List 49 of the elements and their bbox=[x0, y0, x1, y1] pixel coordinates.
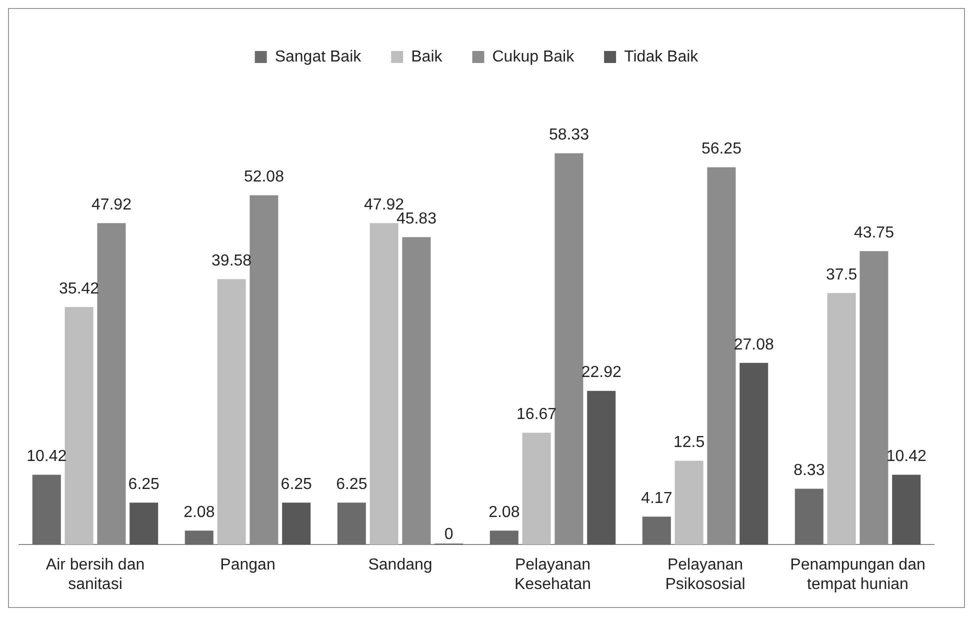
bar bbox=[184, 530, 214, 545]
data-label: 6.25 bbox=[280, 476, 312, 494]
data-label: 16.67 bbox=[516, 406, 557, 424]
data-label: 6.25 bbox=[336, 476, 368, 494]
x-tick-label: Pelayanan Kesehatan bbox=[514, 556, 592, 593]
data-label: 27.08 bbox=[734, 336, 774, 354]
legend-label: Tidak Baik bbox=[624, 48, 700, 66]
data-label: 43.75 bbox=[854, 224, 894, 242]
legend-label: Baik bbox=[411, 48, 444, 66]
x-tick-label: Pangan bbox=[220, 556, 276, 574]
bar bbox=[892, 474, 921, 545]
bar bbox=[674, 460, 704, 545]
data-label: 2.08 bbox=[184, 504, 215, 522]
bar bbox=[827, 293, 856, 545]
data-label: 12.5 bbox=[673, 434, 705, 452]
bar bbox=[490, 530, 518, 545]
data-label: 37.5 bbox=[826, 266, 858, 284]
data-label: 4.17 bbox=[641, 490, 672, 508]
bar bbox=[794, 488, 824, 545]
bar bbox=[740, 362, 768, 545]
data-label: 35.42 bbox=[59, 280, 100, 298]
data-label: 56.25 bbox=[701, 140, 742, 158]
bar bbox=[370, 223, 398, 545]
legend-label: Sangat Baik bbox=[274, 48, 362, 66]
data-label: 10.42 bbox=[26, 448, 67, 466]
data-label: 8.33 bbox=[794, 462, 825, 480]
data-label: 47.92 bbox=[91, 196, 132, 214]
bar bbox=[642, 516, 671, 545]
x-tick-label: Sandang bbox=[368, 556, 432, 574]
data-label: 0 bbox=[444, 526, 454, 544]
bar bbox=[587, 390, 616, 545]
bar bbox=[217, 279, 246, 545]
data-label: 52.08 bbox=[244, 168, 284, 186]
bar bbox=[522, 432, 551, 545]
data-label: 6.25 bbox=[128, 476, 160, 494]
data-label: 39.58 bbox=[212, 252, 252, 270]
x-tick-label: Penampungan dan tempat hunian bbox=[790, 556, 926, 593]
data-label: 22.92 bbox=[581, 364, 622, 382]
bar bbox=[32, 474, 61, 545]
data-label: 10.42 bbox=[886, 448, 926, 466]
bar bbox=[130, 502, 158, 545]
bar bbox=[337, 502, 366, 545]
legend-label: Cukup Baik bbox=[492, 48, 576, 66]
data-label: 58.33 bbox=[548, 126, 590, 144]
x-tick-label: Pelayanan Psikososial bbox=[665, 556, 746, 593]
data-label: 2.08 bbox=[488, 504, 520, 522]
x-tick-label: Air bersih dan sanitasi bbox=[46, 556, 145, 593]
bar bbox=[64, 306, 94, 545]
bar bbox=[282, 502, 311, 545]
